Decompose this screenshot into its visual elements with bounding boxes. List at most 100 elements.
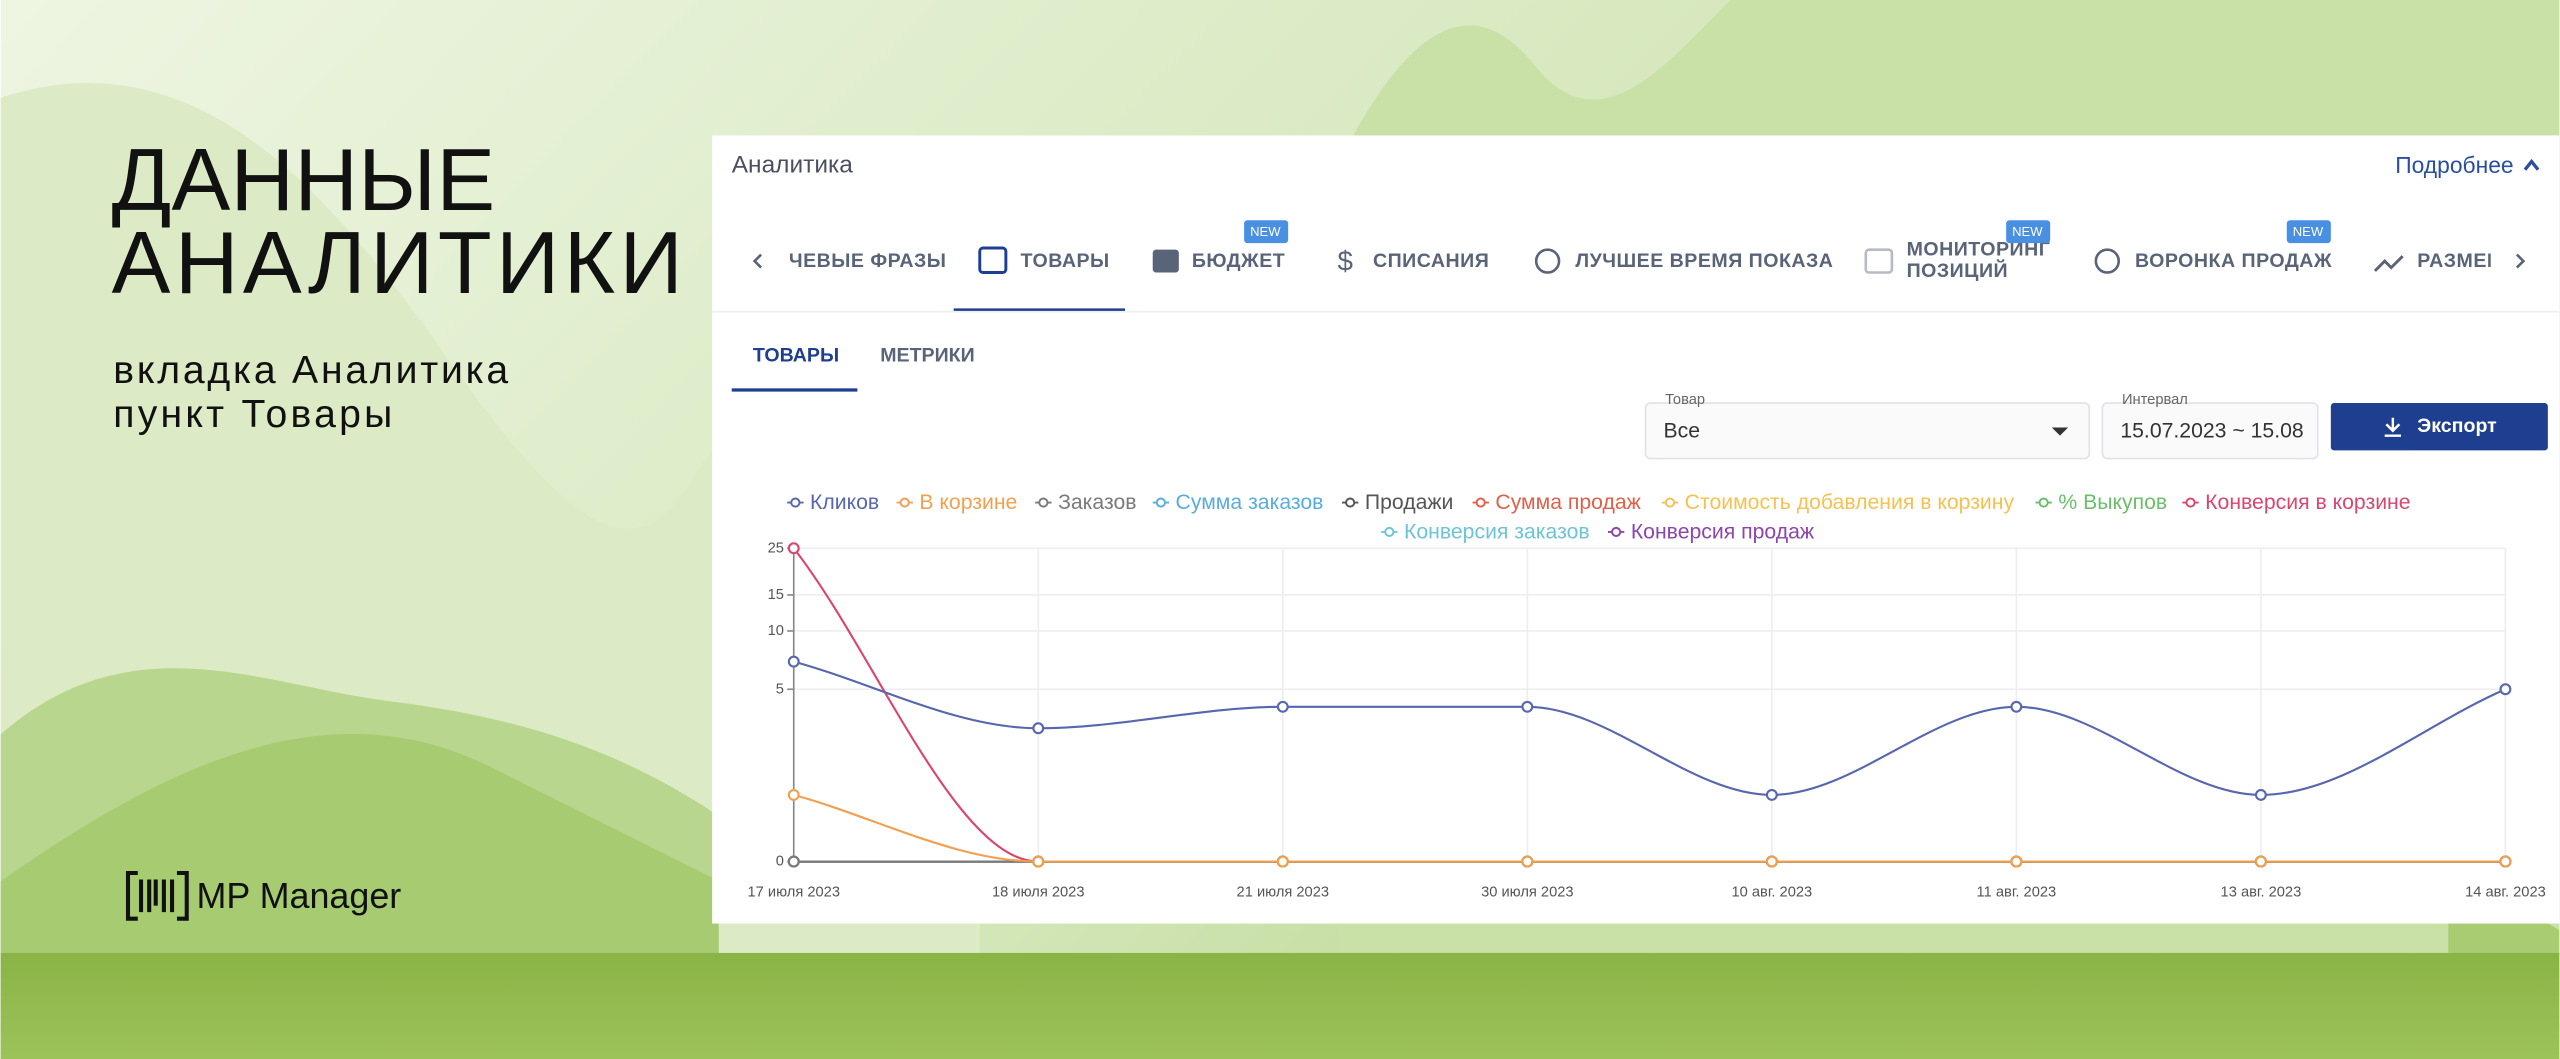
x-tick-label: 14 авг. 2023 bbox=[2465, 885, 2546, 901]
legend-swatch bbox=[2185, 497, 2196, 508]
data-point[interactable] bbox=[1276, 855, 1289, 868]
tab-label[interactable]: ЛУЧШЕЕ ВРЕМЯ ПОКАЗА bbox=[1575, 250, 1833, 272]
legend-swatch bbox=[1155, 497, 1166, 508]
export-icon bbox=[2384, 417, 2402, 437]
legend-label[interactable]: Конверсия в корзине bbox=[2205, 491, 2410, 514]
y-tick-label: 5 bbox=[776, 681, 784, 697]
tab-label[interactable]: ТОВАРЫ bbox=[1021, 250, 1110, 272]
legend-label[interactable]: % Выкупов bbox=[2058, 491, 2167, 514]
data-point[interactable] bbox=[1032, 855, 1045, 868]
data-point[interactable] bbox=[2010, 855, 2023, 868]
tab-icon bbox=[2373, 255, 2404, 272]
title-line: АНАЛИТИКИ bbox=[112, 213, 686, 312]
series-line bbox=[793, 793, 2506, 863]
data-point[interactable] bbox=[1765, 855, 1778, 868]
legend-swatch bbox=[1664, 497, 1676, 508]
tab-icon bbox=[2094, 248, 2121, 274]
tab-icon bbox=[978, 246, 1008, 274]
logo-text: MP Manager bbox=[197, 876, 402, 916]
interval-value: 15.07.2023 ~ 15.08.2023 bbox=[2120, 419, 2356, 442]
data-point[interactable] bbox=[2499, 683, 2512, 696]
data-point[interactable] bbox=[787, 855, 800, 868]
tab-label[interactable]: БЮДЖЕТ bbox=[1192, 250, 1285, 272]
y-tick-label: 0 bbox=[776, 854, 784, 870]
data-point[interactable] bbox=[1032, 722, 1045, 735]
legend-swatch bbox=[1611, 526, 1622, 538]
subtab-underline bbox=[731, 388, 858, 392]
legend-label[interactable]: В корзине bbox=[919, 491, 1017, 514]
legend-label[interactable]: Сумма заказов bbox=[1176, 491, 1324, 514]
legend-label[interactable]: Стоимость добавления в корзину bbox=[1685, 491, 2015, 514]
data-point[interactable] bbox=[2499, 855, 2512, 868]
y-tick-label: 10 bbox=[768, 623, 784, 639]
x-tick-label: 10 авг. 2023 bbox=[1732, 885, 1813, 901]
select-value: Все bbox=[1663, 419, 1700, 442]
badge bbox=[2286, 220, 2331, 244]
x-tick-label: 21 июля 2023 bbox=[1237, 885, 1330, 901]
tab-label[interactable]: МОНИТОРИНГ bbox=[1907, 239, 2051, 261]
legend-label[interactable]: Кликов bbox=[810, 491, 879, 514]
x-tick-label: 17 июля 2023 bbox=[747, 885, 839, 901]
legend-swatch bbox=[1475, 497, 1486, 508]
tab-label[interactable]: СПИСАНИЯ bbox=[1373, 250, 1489, 272]
data-point[interactable] bbox=[1521, 700, 1534, 713]
tab-icon bbox=[1864, 248, 1894, 274]
legend-swatch bbox=[1038, 497, 1049, 508]
more-link[interactable]: Подробнее bbox=[2395, 152, 2513, 178]
tab-icon bbox=[1534, 248, 1561, 274]
chart: 17 июля 2023 18 июля 2023 21 июля 2023 30 и… bbox=[747, 491, 2545, 900]
y-tick-label: 25 bbox=[768, 540, 784, 556]
badge bbox=[1244, 220, 1289, 244]
data-point[interactable] bbox=[1765, 788, 1778, 801]
tabs-next[interactable] bbox=[2515, 253, 2526, 269]
badge-label: NEW bbox=[2012, 224, 2043, 239]
legend-label[interactable]: Сумма продаж bbox=[1495, 491, 1641, 514]
tab-icon: $ bbox=[1338, 246, 1353, 277]
data-point[interactable] bbox=[2254, 855, 2267, 868]
interval-label: Интервал bbox=[2122, 392, 2188, 408]
subtitle-line: вкладка Аналитика bbox=[113, 349, 510, 392]
legend-swatch bbox=[790, 497, 801, 508]
data-point[interactable] bbox=[787, 542, 800, 555]
badge bbox=[2006, 220, 2051, 244]
legend-label[interactable]: Конверсия заказов bbox=[1404, 520, 1590, 543]
tab-label[interactable]: ЧЕВЫЕ ФРАЗЫ bbox=[789, 250, 947, 272]
data-point[interactable] bbox=[2254, 788, 2267, 801]
series-line bbox=[793, 660, 2506, 796]
legend-swatch bbox=[899, 497, 910, 508]
badge-label: NEW bbox=[1250, 224, 1281, 239]
interval-box[interactable] bbox=[2101, 402, 2319, 460]
subtab[interactable]: МЕТРИКИ bbox=[880, 345, 974, 367]
title-line: ДАННЫЕ bbox=[112, 130, 499, 229]
x-tick-label: 18 июля 2023 bbox=[992, 885, 1084, 901]
legend-label[interactable]: Заказов bbox=[1058, 491, 1136, 514]
legend-label[interactable]: Конверсия продаж bbox=[1631, 520, 1815, 543]
select-label: Товар bbox=[1665, 392, 1705, 408]
legend-label[interactable]: Продажи bbox=[1365, 491, 1454, 514]
data-point[interactable] bbox=[1521, 855, 1534, 868]
tabs-prev[interactable] bbox=[752, 253, 763, 269]
tab-icon bbox=[1152, 249, 1179, 273]
export-button[interactable] bbox=[2330, 403, 2548, 451]
panel-title: Аналитика bbox=[732, 151, 854, 178]
legend-swatch bbox=[2038, 497, 2049, 508]
x-tick-label: 11 авг. 2023 bbox=[1977, 885, 2057, 901]
legend-swatch bbox=[1384, 526, 1395, 538]
tab-label[interactable]: РАЗМЕЩЕНИЕ bbox=[2417, 250, 2560, 272]
tab-underline bbox=[953, 308, 1125, 312]
select-box[interactable] bbox=[1644, 402, 2091, 460]
data-point[interactable] bbox=[787, 788, 800, 801]
data-point[interactable] bbox=[1276, 700, 1289, 713]
tab-label[interactable]: ПОЗИЦИЙ bbox=[1907, 258, 2009, 282]
subtab[interactable]: ТОВАРЫ bbox=[753, 345, 839, 367]
legend-swatch bbox=[1345, 497, 1356, 508]
data-point[interactable] bbox=[787, 655, 800, 668]
chevron-up bbox=[2523, 158, 2540, 171]
y-tick-label: 15 bbox=[768, 587, 784, 603]
logo-icon bbox=[125, 870, 189, 921]
data-point[interactable] bbox=[2010, 700, 2023, 713]
tab-label[interactable]: ВОРОНКА ПРОДАЖ bbox=[2135, 250, 2332, 272]
subtitle-line: пункт Товары bbox=[113, 393, 394, 436]
